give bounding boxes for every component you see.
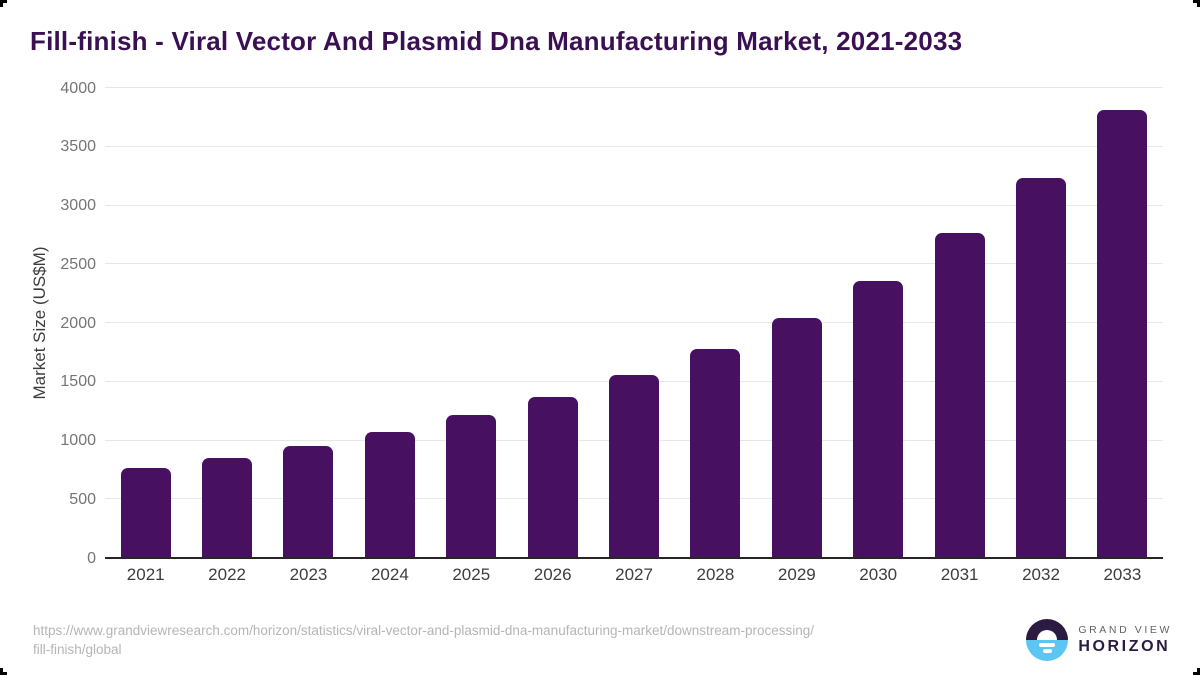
x-tick-label-2027: 2027 [615,565,653,584]
bar-cell-2031 [919,88,1000,558]
bar-cell-2030 [838,88,919,558]
x-tick-label-2029: 2029 [777,565,816,584]
x-tick-label-2031: 2031 [940,565,979,584]
x-tick-label-2032: 2032 [1022,565,1060,584]
bar-2023 [283,445,334,558]
x-tick-label-2023: 2023 [289,565,328,584]
bar-cell-2023 [268,88,349,558]
bar-2021 [120,467,171,558]
gridline-3500 [105,145,1163,147]
x-tick-label-2030: 2030 [859,565,898,584]
bar-2033 [1097,110,1148,558]
logo-text: GRAND VIEW HORIZON [1078,624,1172,656]
x-axis-tick-labels: 2021 2022 2023 2024 2025 2026 2027 2028 2029 2030… [105,565,1163,585]
bar-cell-2025 [431,88,512,558]
bar-cell-2021 [105,88,186,558]
corner-mark-bottom-left [0,668,7,675]
x-tick-label-2028: 2028 [696,565,735,584]
gridline-2500 [105,263,1163,265]
y-tick-label-500: 500 [69,490,96,508]
bar-cell-2022 [186,88,267,558]
y-tick-label-0: 0 [87,549,96,567]
bar-cell-2027 [593,88,674,558]
corner-mark-top-left [0,0,7,7]
y-tick-label-4000: 4000 [60,79,96,97]
footer: https://www.grandviewresearch.com/horizo… [0,613,1200,675]
x-axis-line [105,557,1163,559]
logo-text-horizon: HORIZON [1078,638,1171,655]
y-axis-title: Market Size (US$M) [30,246,49,400]
y-axis-tick-labels: 0 500 1000 1500 2000 2500 3000 3500 4000 [28,80,96,567]
gridline-2000 [105,322,1163,323]
gridline-4000 [105,87,1163,88]
corner-mark-bottom-right [1193,668,1200,675]
bar-2032 [1015,178,1066,558]
source-url-line2: fill-finish/global [33,642,122,657]
bar-cell-2028 [675,88,756,558]
x-tick-label-2022: 2022 [208,565,246,584]
bar-cell-2026 [512,88,593,558]
x-tick-label-2033: 2033 [1103,565,1142,584]
logo-text-grand-view: GRAND VIEW [1078,624,1172,636]
y-tick-label-3000: 3000 [60,197,96,214]
y-tick-label-1500: 1500 [60,373,96,391]
bar-2025 [446,415,497,558]
gridline-3000 [105,204,1163,206]
bar-cell-2032 [1000,88,1081,558]
x-tick-label-2021: 2021 [126,565,165,584]
corner-mark-top-right [1193,0,1200,7]
source-url-line1: https://www.grandviewresearch.com/horizo… [33,623,815,638]
bar-cell-2029 [756,88,837,558]
x-tick-label-2024: 2024 [370,565,409,584]
bar-cell-2033 [1082,88,1163,558]
y-tick-label-2000: 2000 [60,314,96,332]
bar-cell-2024 [349,88,430,558]
bar-2026 [527,397,578,558]
chart-title: Fill-finish - Viral Vector And Plasmid D… [30,26,963,56]
source-url: https://www.grandviewresearch.com/horizo… [33,621,814,659]
bar-2027 [609,375,660,558]
y-tick-label-1000: 1000 [60,432,96,449]
y-tick-label-2500: 2500 [60,255,96,273]
x-tick-label-2025: 2025 [452,565,491,584]
horizon-sunrise-icon [1026,619,1069,661]
bar-2029 [771,318,822,558]
bar-2028 [690,349,741,558]
bar-2024 [364,431,415,558]
bar-2022 [202,457,253,558]
bars-container [105,88,1163,558]
bar-2031 [934,233,985,558]
grand-view-horizon-logo: GRAND VIEW HORIZON [1026,619,1172,661]
bar-2030 [853,280,904,558]
y-tick-label-3500: 3500 [60,138,96,156]
x-tick-label-2026: 2026 [533,565,572,584]
